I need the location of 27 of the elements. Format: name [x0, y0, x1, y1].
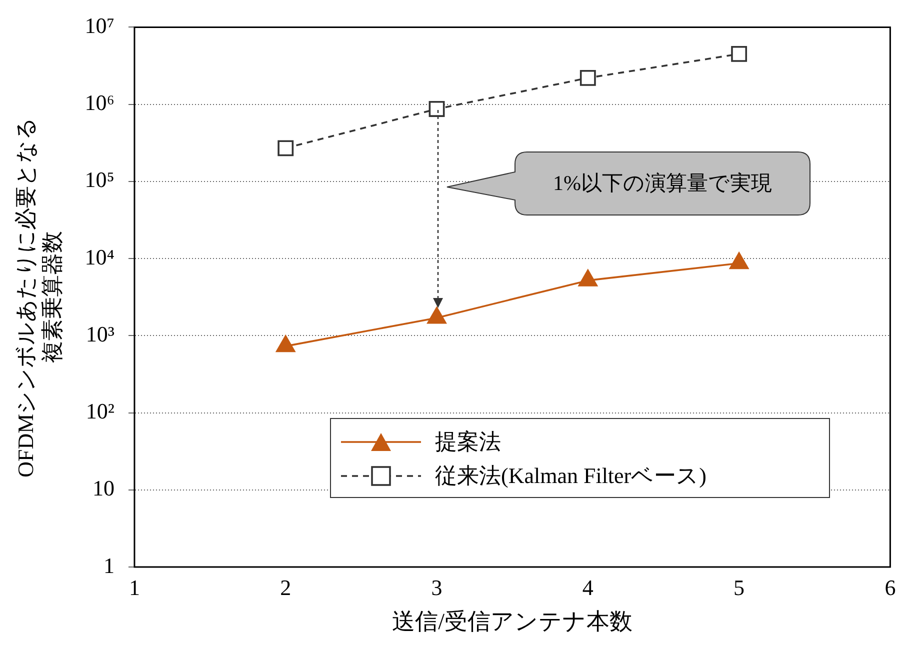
x-tick-label: 4	[582, 574, 594, 600]
y-tick-label: 10³	[86, 321, 115, 346]
point	[580, 70, 596, 86]
x-tick-label: 6	[884, 574, 896, 600]
y-tick-label: 10⁶	[84, 90, 114, 116]
point	[278, 140, 294, 156]
y-tick-label: 10²	[86, 398, 115, 424]
y-axis-title: OFDMシンボルあたりに必要となる複素乗算器数	[12, 116, 64, 478]
point	[427, 306, 446, 324]
x-tick-label: 5	[734, 574, 745, 600]
y-tick-label: 10	[92, 476, 114, 501]
x-tick-label: 2	[280, 574, 292, 600]
point	[428, 101, 445, 117]
point	[578, 270, 598, 286]
legend-label: 提案法	[435, 428, 501, 456]
y-tick-label: 10⁷	[84, 12, 114, 38]
annotation: 1%以下の演算量で実現	[552, 170, 773, 197]
y-tick-label: 1	[103, 552, 114, 578]
point	[729, 252, 749, 270]
x-axis-title: 送信/受信アンテナ本数	[392, 609, 633, 634]
y-tick-label: 10⁵	[84, 167, 114, 192]
x-tick-label: 3	[431, 574, 442, 600]
point	[276, 335, 296, 352]
legend-label: 従来法(Kalman Filterベース)	[435, 462, 706, 490]
point	[731, 46, 748, 62]
x-tick-label: 1	[128, 574, 140, 600]
y-tick-label: 10⁴	[84, 244, 115, 270]
